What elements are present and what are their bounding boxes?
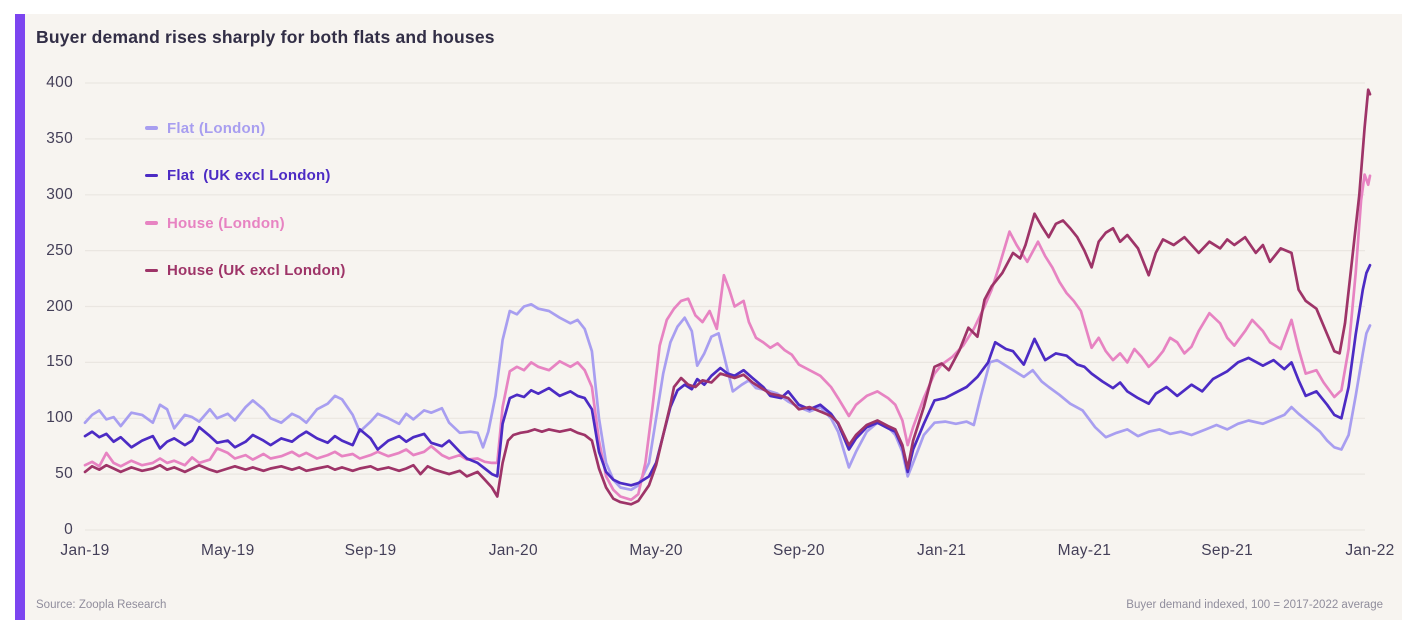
legend-item-house-london: House (London): [145, 213, 285, 233]
x-tick-label: May-21: [1057, 542, 1112, 559]
x-tick-label: Jan-19: [60, 542, 110, 559]
y-tick-label: 400: [46, 74, 73, 91]
accent-bar: [15, 14, 25, 620]
x-tick-label: Sep-20: [772, 542, 825, 559]
y-tick-label: 350: [46, 129, 73, 147]
x-tick-label: May-20: [629, 542, 683, 559]
legend-label: House (London): [167, 214, 285, 232]
legend-swatch-house-london: [145, 221, 158, 225]
x-tick-label: May-19: [201, 542, 255, 559]
series-line-house-uk-excl-london: [83, 88, 1372, 506]
x-tick-label: Jan-22: [1345, 542, 1395, 559]
x-tick-label: Sep-21: [1201, 542, 1254, 559]
chart-title: Buyer demand rises sharply for both flat…: [36, 27, 495, 47]
y-tick-label: 150: [46, 353, 73, 371]
x-tick-label: Sep-19: [344, 542, 397, 559]
chart-card: Buyer demand rises sharply for both flat…: [15, 14, 1402, 620]
x-tick-label: Jan-21: [917, 542, 967, 559]
legend-swatch-flat-uk: [145, 173, 158, 178]
legend-label: House (UK excl London): [167, 262, 346, 279]
x-tick-label: Jan-20: [488, 542, 538, 559]
series-line-flat-london: [83, 302, 1372, 492]
y-tick-label: 200: [46, 297, 73, 315]
legend-label: Flat (UK excl London): [167, 167, 331, 184]
series-line-flat-uk-excl-london: [83, 263, 1372, 487]
y-tick-label: 100: [46, 409, 73, 427]
legend-swatch-flat-london: [145, 126, 158, 130]
legend-item-house-uk: House (UK excl London): [145, 261, 346, 281]
y-tick-label: 300: [46, 185, 73, 203]
y-tick-label: 250: [46, 241, 73, 259]
legend-swatch-house-uk: [145, 268, 158, 273]
y-tick-label: 50: [55, 465, 73, 483]
legend-item-flat-uk: Flat (UK excl London): [145, 166, 331, 186]
legend-label: Flat (London): [167, 119, 266, 137]
legend-item-flat-london: Flat (London): [145, 118, 265, 138]
y-tick-label: 0: [64, 521, 73, 538]
line-chart: [83, 82, 1372, 531]
index-note: Buyer demand indexed, 100 = 2017-2022 av…: [1126, 599, 1383, 611]
source-note: Source: Zoopla Research: [36, 599, 167, 611]
